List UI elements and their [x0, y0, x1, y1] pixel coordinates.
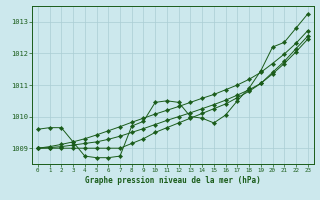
- X-axis label: Graphe pression niveau de la mer (hPa): Graphe pression niveau de la mer (hPa): [85, 176, 261, 185]
